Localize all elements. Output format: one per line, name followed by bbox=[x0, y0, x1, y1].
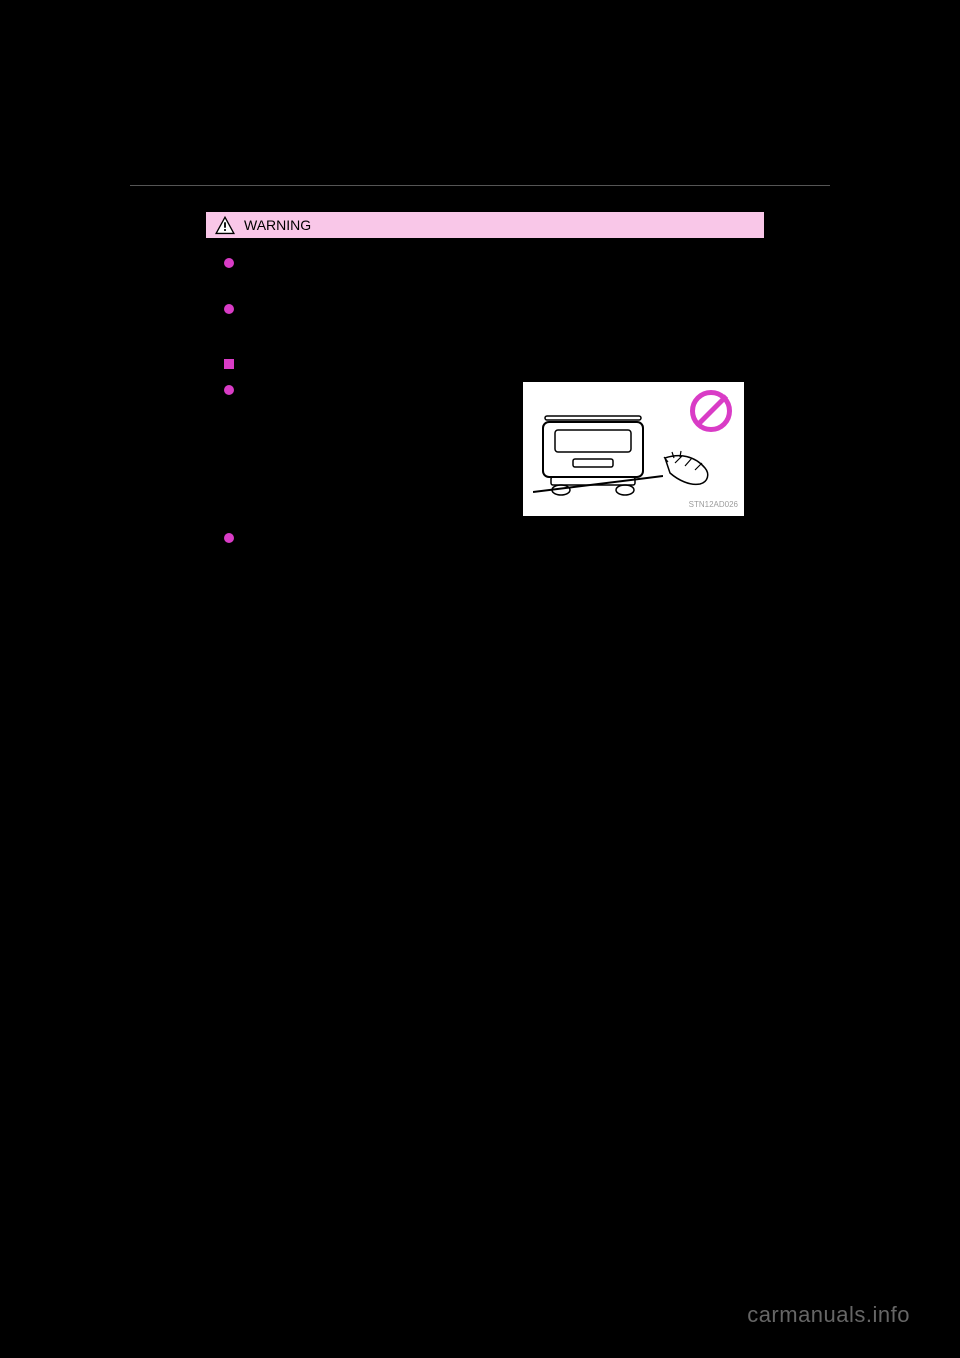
section-divider bbox=[130, 185, 830, 186]
bullet-icon bbox=[224, 385, 234, 395]
warning-titlebar: WARNING bbox=[206, 212, 764, 239]
illustration-frame: STN12AD026 bbox=[521, 380, 746, 518]
body-filler bbox=[224, 614, 746, 974]
square-icon bbox=[224, 359, 234, 369]
bullet-icon bbox=[224, 304, 234, 314]
hand-pinch-icon bbox=[660, 448, 730, 498]
bullet-icon bbox=[224, 258, 234, 268]
bullet-icon bbox=[224, 533, 234, 543]
page-root: 132 1-3. Opening, closing and locking th… bbox=[0, 0, 960, 1358]
warning-label: WARNING bbox=[244, 217, 311, 233]
warning-box: WARNING On an incline, the back door may… bbox=[205, 211, 765, 995]
warning-bullet-text: Make sure to close the back door before … bbox=[244, 528, 746, 609]
illustration-text-left: Keep the back door closed while driving.… bbox=[224, 380, 521, 518]
prohibit-icon bbox=[690, 390, 732, 432]
illustration-right: STN12AD026 bbox=[521, 380, 746, 518]
warning-subsection: Power back door (if equipped) Keep the b… bbox=[224, 354, 746, 609]
content-area: 132 1-3. Opening, closing and locking th… bbox=[130, 130, 830, 995]
warning-triangle-icon bbox=[214, 215, 236, 235]
illustration-ref: STN12AD026 bbox=[689, 499, 738, 511]
page-header: 132 1-3. Opening, closing and locking th… bbox=[130, 130, 830, 145]
warning-bullet-row: On an incline, the back door may fall af… bbox=[224, 253, 746, 293]
warning-subheading-row: Power back door (if equipped) bbox=[224, 354, 746, 374]
warning-bullet-row: Make sure to close the back door before … bbox=[224, 528, 746, 609]
illustration-block: Keep the back door closed while driving.… bbox=[224, 380, 746, 518]
footer-watermark: carmanuals.info bbox=[747, 1302, 910, 1328]
warning-bullet-text: On an incline, the back door may fall af… bbox=[244, 253, 746, 293]
warning-body: On an incline, the back door may fall af… bbox=[206, 239, 764, 994]
car-rear-icon bbox=[533, 404, 663, 504]
warning-bullet-text: Keep the back door closed while driving.… bbox=[244, 380, 509, 481]
warning-bullet-row: Keep the back door closed while driving.… bbox=[224, 380, 509, 481]
warning-subheading: Power back door (if equipped) bbox=[244, 354, 746, 374]
warning-bullet-row: Never allow anyone to stand on the cargo… bbox=[224, 299, 746, 339]
warning-bullet-text: Never allow anyone to stand on the cargo… bbox=[244, 299, 746, 339]
